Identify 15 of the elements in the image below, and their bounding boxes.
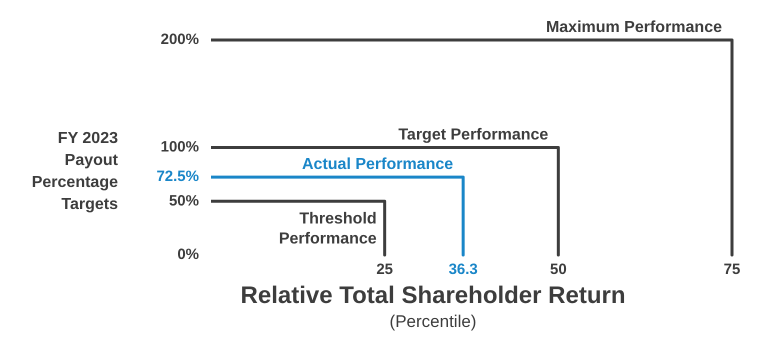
x-tick-label: 25: [376, 261, 394, 278]
x-tick-label: 50: [550, 261, 567, 278]
series-label: Target Performance: [398, 126, 548, 144]
y-tick-label: 0%: [177, 246, 199, 264]
x-tick-label: 75: [724, 261, 740, 278]
y-tick-label: 50%: [168, 192, 199, 210]
series-label: Actual Performance: [302, 156, 454, 174]
y-axis-title: FY 2023 Payout Percentage Targets: [32, 130, 119, 213]
series-label: Maximum Performance: [546, 19, 722, 36]
x-tick-label: 36.3: [448, 261, 478, 278]
series-label: Threshold Performance: [278, 210, 377, 248]
x-axis-title: Relative Total Shareholder Return (Percentile): [240, 282, 626, 331]
y-tick-label: 100%: [160, 138, 199, 156]
y-tick-label: 200%: [160, 31, 199, 48]
y-tick-label: 72.5%: [156, 168, 199, 186]
